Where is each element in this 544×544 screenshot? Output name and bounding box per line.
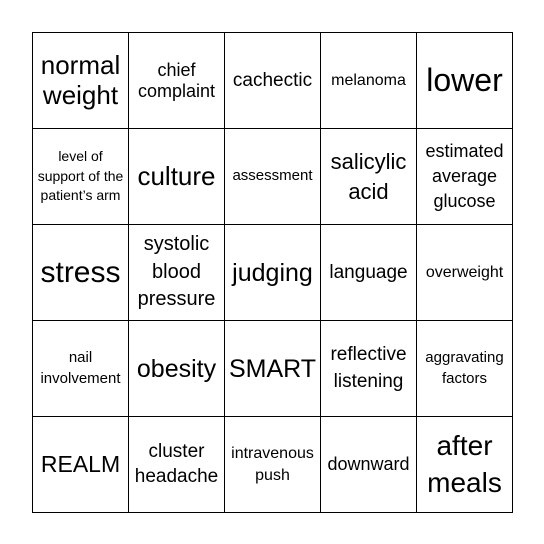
cell-text: culture [137,160,216,191]
cell-text: estimated average glucose [425,141,504,211]
bingo-cell-r3c4[interactable]: language [321,225,417,321]
bingo-cell-r1c1[interactable]: normal weight [33,33,129,129]
cell-text: aggravating factors [425,349,504,387]
bingo-cell-r5c1[interactable]: REALM [33,417,129,513]
cell-text: normal weight [40,50,121,110]
cell-text: cachectic [232,69,313,91]
bingo-cell-r1c2[interactable]: chief complaint [129,33,225,129]
bingo-cell-r4c1[interactable]: nail involvement [33,321,129,417]
bingo-cell-r1c5[interactable]: lower [417,33,513,129]
cell-text: judging [232,258,313,287]
cell-text: after meals [427,430,502,498]
bingo-cell-r5c3[interactable]: intravenous push [225,417,321,513]
bingo-cell-r4c5[interactable]: aggravating factors [417,321,513,417]
cell-text: nail involvement [40,349,121,387]
bingo-cell-r3c1[interactable]: stress [33,225,129,321]
cell-text: intravenous push [231,444,314,484]
cell-text: cluster headache [134,441,219,487]
bingo-cell-r2c3[interactable]: assessment [225,129,321,225]
bingo-cell-r2c1[interactable]: level of support of the patient’s arm [33,129,129,225]
cell-text: reflective listening [330,344,407,392]
bingo-cell-r4c2[interactable]: obesity [129,321,225,417]
cell-text: systolic blood pressure [137,233,216,311]
cell-text: stress [40,255,121,289]
bingo-cell-r5c2[interactable]: cluster headache [129,417,225,513]
bingo-cell-r5c4[interactable]: downward [321,417,417,513]
bingo-cell-r4c3[interactable]: SMART [225,321,321,417]
cell-text: assessment [232,167,313,185]
cell-text: language [329,261,408,283]
bingo-cell-r4c4[interactable]: reflective listening [321,321,417,417]
bingo-cell-r3c5[interactable]: overweight [417,225,513,321]
cell-text: lower [426,61,503,98]
bingo-cell-r2c4[interactable]: salicylic acid [321,129,417,225]
bingo-board: normal weight chief complaint cachectic … [32,32,513,513]
bingo-cell-r3c3[interactable]: judging [225,225,321,321]
bingo-cell-r2c2[interactable]: culture [129,129,225,225]
cell-text: level of support of the patient’s arm [37,148,124,204]
cell-text: obesity [136,354,217,383]
cell-text: REALM [40,450,121,477]
bingo-cell-r2c5[interactable]: estimated average glucose [417,129,513,225]
cell-text: SMART [228,354,317,383]
bingo-cell-r1c3[interactable]: cachectic [225,33,321,129]
cell-text: chief complaint [137,60,216,101]
bingo-cell-r5c5[interactable]: after meals [417,417,513,513]
bingo-cell-r3c2[interactable]: systolic blood pressure [129,225,225,321]
cell-text: salicylic acid [330,148,407,204]
cell-text: melanoma [331,71,406,89]
cell-text: downward [327,454,410,475]
bingo-cell-r1c4[interactable]: melanoma [321,33,417,129]
cell-text: overweight [425,263,504,281]
